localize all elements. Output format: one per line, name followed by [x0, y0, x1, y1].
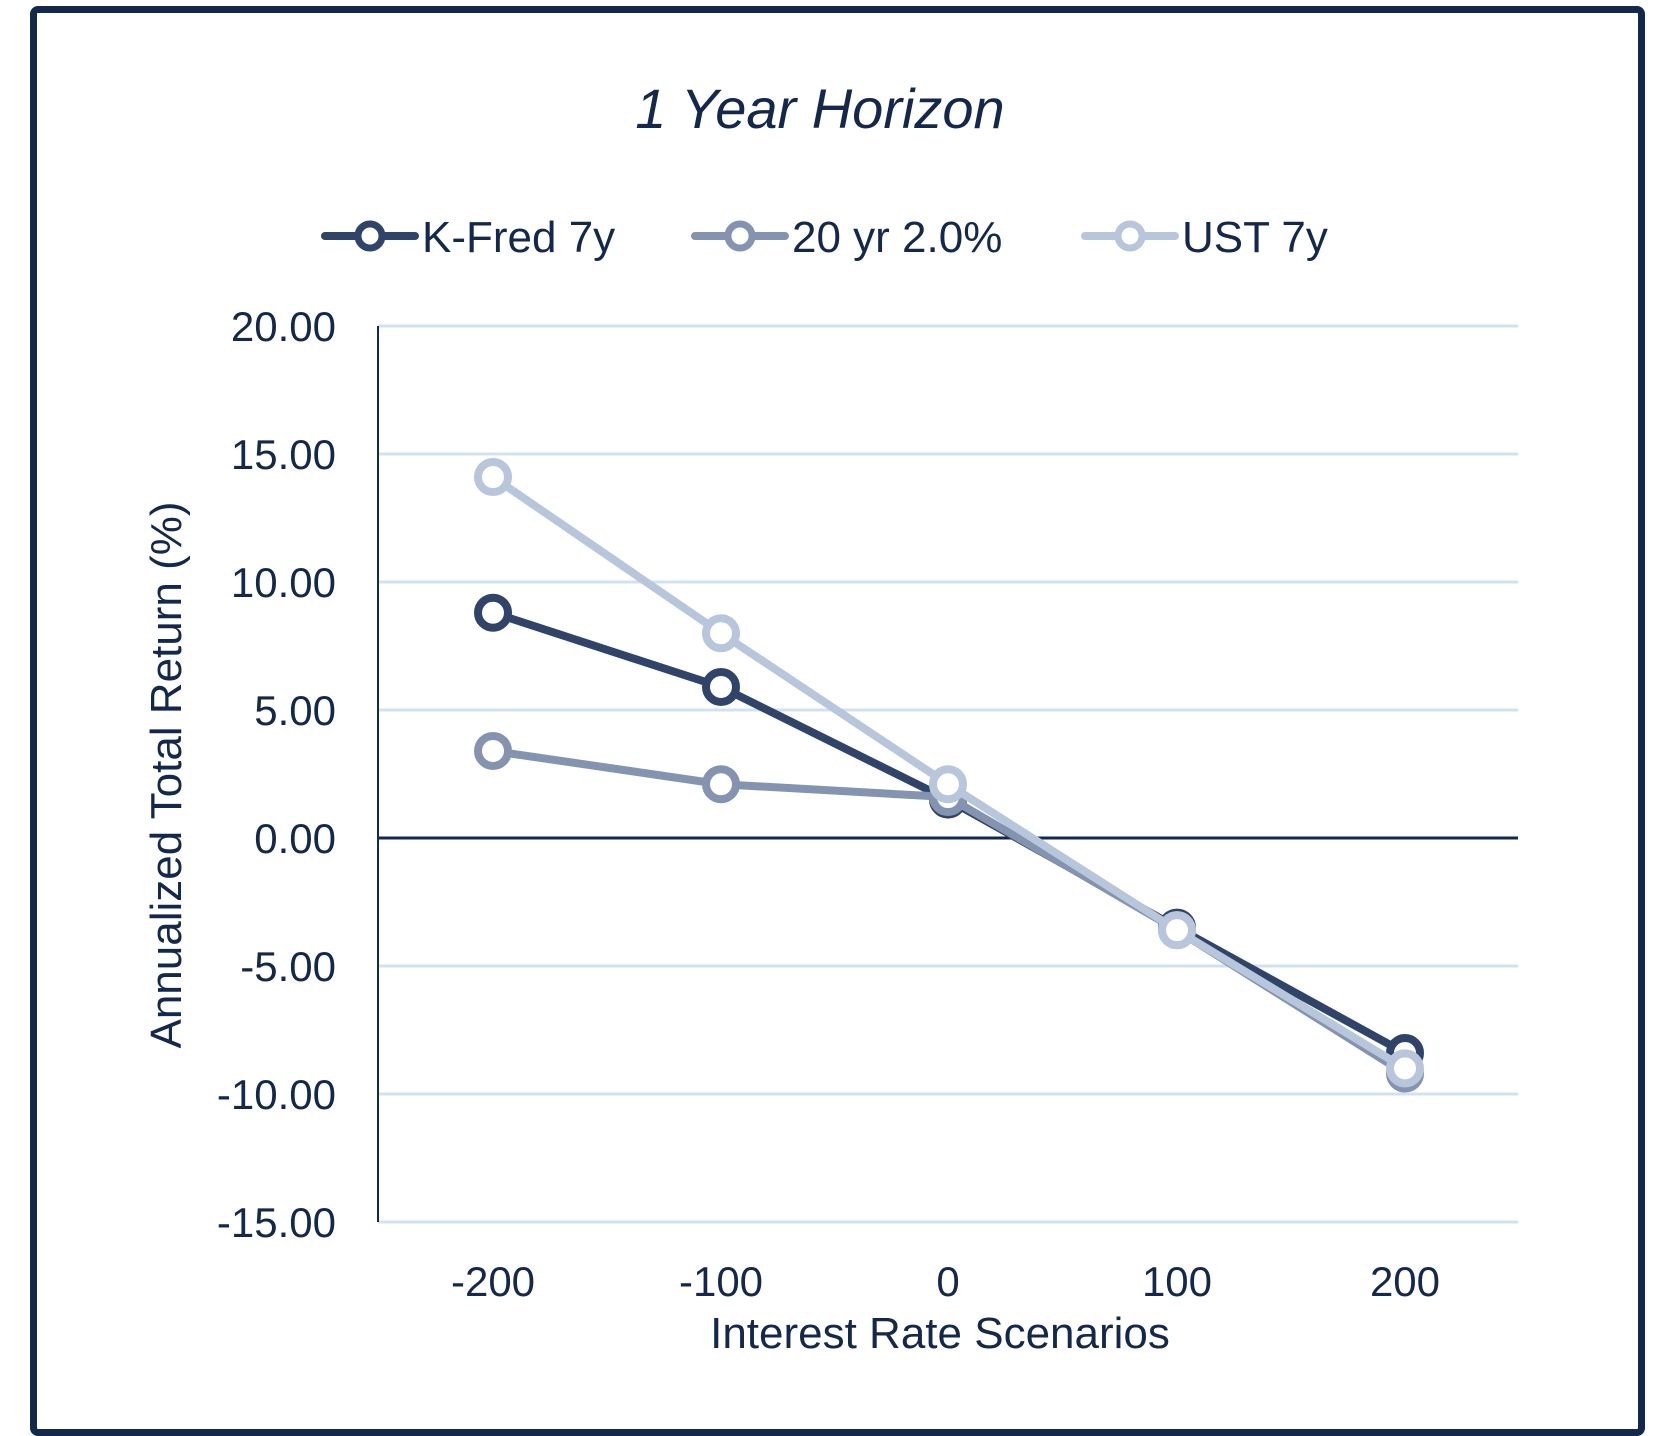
y-tick-label: -15.00	[217, 1199, 336, 1246]
legend-label-20-yr-2-0: 20 yr 2.0%	[792, 213, 1002, 262]
legend-label-ust-7y: UST 7y	[1182, 213, 1328, 262]
gridlines	[378, 324, 1518, 1224]
y-tick-label: 10.00	[231, 559, 336, 606]
data-point-ust-7y	[702, 614, 740, 653]
x-tick-label: 100	[1142, 1258, 1212, 1305]
y-tick-label: 15.00	[231, 431, 336, 478]
data-point-k-fred-7y	[474, 593, 512, 632]
x-tick-label: -200	[451, 1258, 535, 1305]
legend-marker	[354, 220, 386, 252]
y-tick-label: 20.00	[231, 303, 336, 350]
data-point-ust-7y	[929, 765, 967, 804]
data-point-20-yr-2-0	[474, 731, 512, 770]
data-point-ust-7y	[1386, 1049, 1424, 1088]
data-point-ust-7y	[1158, 911, 1196, 950]
y-tick-label: 0.00	[254, 815, 336, 862]
x-axis-title: Interest Rate Scenarios	[710, 1309, 1170, 1358]
chart-legend: K-Fred 7y 20 yr 2.0% UST 7y	[321, 213, 1328, 262]
x-axis-ticks: -200 -100 0 100 200	[451, 1258, 1440, 1305]
chart-title: 1 Year Horizon	[635, 77, 1004, 140]
data-point-20-yr-2-0	[702, 765, 740, 804]
y-tick-label: -5.00	[240, 943, 336, 990]
x-tick-label: 200	[1370, 1258, 1440, 1305]
legend-marker	[1114, 220, 1146, 252]
data-point-ust-7y	[474, 458, 512, 497]
series-group	[474, 458, 1424, 1093]
y-tick-label: 5.00	[254, 687, 336, 734]
y-axis-title: Annualized Total Return (%)	[142, 501, 191, 1048]
y-tick-label: -10.00	[217, 1071, 336, 1118]
x-tick-label: 0	[936, 1258, 959, 1305]
data-point-k-fred-7y	[702, 667, 740, 706]
legend-label-k-fred-7y: K-Fred 7y	[422, 213, 615, 262]
chart-frame	[30, 6, 1645, 1436]
x-tick-label: -100	[679, 1258, 763, 1305]
y-axis-ticks: 20.00 15.00 10.00 5.00 0.00 -5.00 -10.00 -15.00	[217, 303, 336, 1246]
legend-marker	[724, 220, 756, 252]
